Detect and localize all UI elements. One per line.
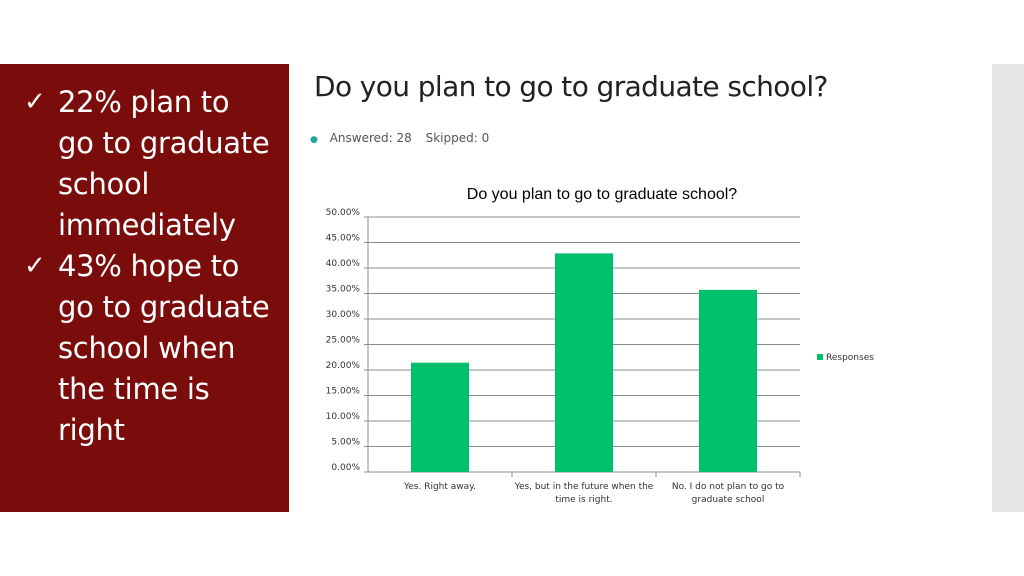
y-tick-label: 40.00% — [326, 259, 361, 269]
summary-panel: ✓ 22% plan to go to graduate school imme… — [0, 64, 289, 512]
y-tick-label: 50.00% — [326, 208, 361, 218]
scroll-strip — [992, 64, 1024, 512]
y-tick-label: 30.00% — [326, 310, 361, 320]
y-tick-label: 10.00% — [326, 412, 361, 422]
summary-bullet-text: 43% hope to go to graduate school when t… — [58, 249, 270, 447]
summary-bullet-text: 22% plan to go to graduate school immedi… — [58, 85, 270, 242]
y-tick-label: 35.00% — [326, 285, 361, 295]
bar-chart: Do you plan to go to graduate school? 0.0… — [326, 186, 875, 505]
chart-title: Do you plan to go to graduate school? — [467, 186, 738, 203]
y-tick-label: 25.00% — [326, 336, 361, 346]
bar — [555, 253, 613, 472]
legend-label: Responses — [826, 353, 874, 363]
y-tick-label: 45.00% — [326, 234, 361, 244]
summary-bullet: ✓ 43% hope to go to graduate school when… — [24, 246, 273, 451]
answered-count: Answered: 28 — [329, 131, 412, 145]
checkmark-icon: ✓ — [24, 251, 46, 281]
y-tick-label: 0.00% — [331, 463, 360, 473]
summary-bullet: ✓ 22% plan to go to graduate school imme… — [24, 82, 273, 246]
bar — [699, 289, 757, 472]
x-category-label: Yes. Right away. — [403, 482, 476, 492]
y-tick-label: 20.00% — [326, 361, 361, 371]
summary-bullets: ✓ 22% plan to go to graduate school imme… — [24, 82, 273, 451]
y-tick-label: 15.00% — [326, 387, 361, 397]
skipped-count: Skipped: 0 — [425, 131, 490, 145]
x-category-label: Yes, but in the future when the — [514, 482, 654, 492]
bullet-dot-icon: ● — [310, 135, 318, 145]
response-stats: ● Answered: 28 Skipped: 0 — [310, 131, 489, 145]
y-tick-label: 5.00% — [331, 438, 360, 448]
legend-swatch — [817, 354, 823, 360]
x-category-label: graduate school — [692, 495, 765, 505]
x-category-label: No. I do not plan to go to — [672, 482, 785, 492]
bar — [411, 362, 469, 472]
slide-title: Do you plan to go to graduate school? — [314, 70, 828, 103]
x-category-label: time is right. — [555, 495, 612, 505]
checkmark-icon: ✓ — [24, 87, 46, 117]
